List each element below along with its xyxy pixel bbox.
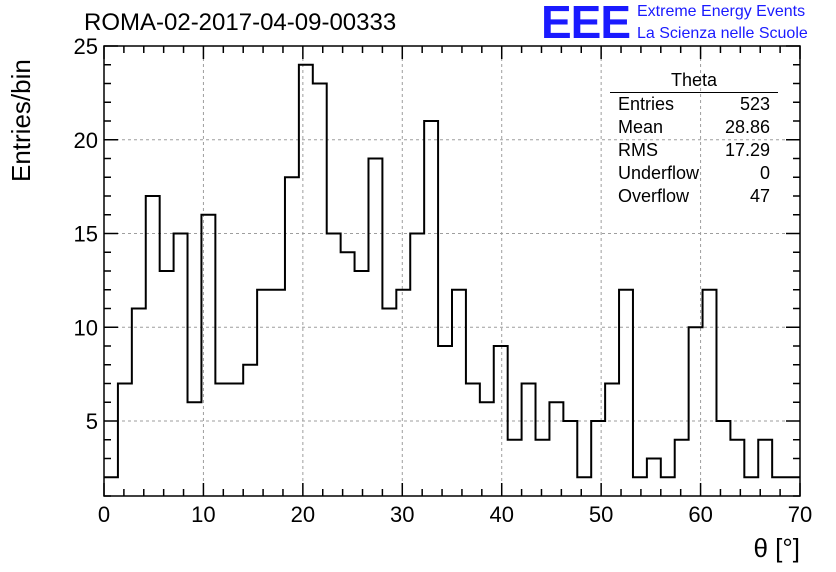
plot-frame [103,45,801,497]
grid-lines [104,46,800,496]
stats-row-underflow: Underflow 0 [610,162,778,185]
x-tick-label: 60 [688,502,712,527]
stats-row-entries: Entries 523 [610,93,778,116]
logo-line-1: Extreme Energy Events [637,3,806,20]
chart-title: ROMA-02-2017-04-09-00333 [84,9,397,36]
y-tick-label: 15 [74,222,98,247]
stats-label: Overflow [618,186,690,206]
x-tick-label: 10 [191,502,215,527]
x-axis-label: θ [°] [753,533,800,563]
stats-row-rms: RMS 17.29 [610,139,778,162]
histogram-series [104,63,800,479]
x-tick-label: 40 [489,502,513,527]
stats-value: 47 [749,186,770,206]
stats-box: Theta Entries 523 Mean 28.86 RMS 17.29 Unde… [610,70,778,208]
stats-value: 0 [759,163,770,183]
y-axis-label: Entries/bin [6,59,36,182]
x-tick-label: 70 [788,502,812,527]
stats-label: RMS [618,140,658,160]
x-tick-label: 20 [291,502,315,527]
stats-label: Entries [618,94,675,114]
stats-value: 17.29 [724,140,770,160]
eee-logo-mark: EEE [541,0,631,48]
y-tick-label: 5 [86,409,98,434]
y-axis-ticks: 5 10 15 20 25 [74,34,800,497]
y-tick-label: 10 [74,315,98,340]
x-tick-label: 30 [390,502,414,527]
y-tick-label: 20 [74,128,98,153]
stats-title: Theta [610,70,778,93]
stats-label: Mean [618,117,664,137]
x-axis-ticks: 0 10 20 30 40 50 60 70 [98,46,812,527]
y-tick-label: 25 [74,34,98,59]
stats-value: 28.86 [724,117,770,137]
logo-line-2: La Scienza nelle Scuole [637,25,808,42]
stats-value: 523 [739,94,770,114]
x-tick-label: 0 [98,502,110,527]
x-tick-label: 50 [589,502,613,527]
stats-label: Underflow [618,163,700,183]
stats-row-overflow: Overflow 47 [610,185,778,208]
stats-row-mean: Mean 28.86 [610,116,778,139]
